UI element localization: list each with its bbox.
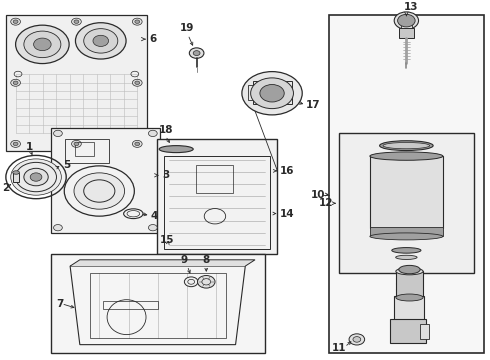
Text: 5: 5 — [63, 160, 70, 170]
Circle shape — [74, 20, 79, 23]
Bar — [370, 156, 443, 228]
Circle shape — [189, 48, 204, 58]
Circle shape — [13, 81, 18, 85]
Circle shape — [148, 130, 157, 136]
Circle shape — [193, 51, 200, 55]
Circle shape — [148, 225, 157, 231]
Circle shape — [11, 18, 21, 25]
Circle shape — [24, 168, 48, 186]
Ellipse shape — [395, 255, 417, 260]
Circle shape — [13, 20, 18, 23]
Bar — [420, 324, 429, 339]
Ellipse shape — [159, 146, 193, 153]
Circle shape — [53, 130, 62, 136]
Text: 8: 8 — [203, 255, 210, 265]
Bar — [339, 134, 474, 273]
Bar — [13, 172, 19, 182]
Circle shape — [260, 85, 284, 102]
Bar — [164, 156, 270, 249]
Text: 14: 14 — [280, 208, 294, 219]
Circle shape — [74, 142, 79, 146]
Ellipse shape — [396, 268, 423, 275]
Circle shape — [72, 140, 81, 147]
Circle shape — [34, 38, 51, 51]
Ellipse shape — [13, 171, 20, 174]
Bar — [370, 227, 443, 237]
Bar — [90, 273, 226, 338]
Circle shape — [135, 20, 140, 23]
Circle shape — [16, 25, 69, 64]
Text: 15: 15 — [160, 235, 174, 245]
Text: 4: 4 — [150, 211, 158, 221]
Circle shape — [11, 159, 61, 195]
Circle shape — [349, 334, 365, 345]
Bar — [6, 15, 147, 151]
Circle shape — [132, 18, 142, 25]
Ellipse shape — [399, 265, 420, 274]
Text: 9: 9 — [181, 255, 188, 265]
Text: 2: 2 — [2, 183, 9, 193]
Bar — [157, 139, 277, 254]
Circle shape — [74, 173, 124, 209]
Text: 3: 3 — [163, 170, 170, 180]
PathPatch shape — [70, 260, 255, 266]
Text: 10: 10 — [311, 189, 325, 199]
Ellipse shape — [370, 233, 443, 240]
Bar — [50, 128, 160, 233]
Text: 19: 19 — [180, 23, 194, 33]
Bar — [252, 81, 292, 104]
Ellipse shape — [380, 141, 433, 150]
Bar — [396, 271, 422, 297]
Ellipse shape — [397, 14, 415, 27]
Circle shape — [184, 277, 198, 287]
Circle shape — [13, 142, 18, 146]
Bar — [50, 254, 265, 354]
Ellipse shape — [392, 248, 421, 253]
Text: 6: 6 — [149, 34, 157, 44]
Bar — [103, 301, 158, 309]
Circle shape — [30, 173, 42, 181]
Bar — [394, 297, 424, 320]
Circle shape — [84, 29, 118, 53]
Circle shape — [251, 78, 294, 109]
Circle shape — [242, 72, 302, 115]
Circle shape — [11, 79, 21, 86]
Bar — [248, 85, 267, 100]
Text: 17: 17 — [306, 100, 321, 111]
Circle shape — [135, 81, 140, 85]
Bar — [400, 19, 412, 30]
Circle shape — [24, 31, 61, 58]
Bar — [196, 165, 233, 193]
Bar — [390, 319, 426, 343]
Circle shape — [197, 275, 215, 288]
Ellipse shape — [370, 152, 443, 160]
Circle shape — [132, 140, 142, 147]
Bar — [398, 28, 414, 38]
Circle shape — [132, 79, 142, 86]
Text: 11: 11 — [331, 343, 346, 353]
Text: 13: 13 — [404, 2, 418, 12]
Text: 1: 1 — [25, 142, 33, 152]
Circle shape — [11, 140, 21, 147]
Circle shape — [53, 225, 62, 231]
Bar — [75, 142, 95, 156]
Ellipse shape — [383, 143, 430, 149]
Ellipse shape — [396, 294, 423, 301]
Circle shape — [135, 142, 140, 146]
Bar — [65, 139, 109, 163]
Circle shape — [75, 23, 126, 59]
Bar — [329, 15, 484, 354]
Circle shape — [93, 35, 109, 46]
Text: 7: 7 — [56, 298, 64, 309]
Ellipse shape — [394, 12, 418, 30]
Text: 16: 16 — [280, 166, 294, 176]
Circle shape — [72, 18, 81, 25]
Text: 12: 12 — [319, 198, 334, 208]
Circle shape — [353, 337, 361, 342]
Text: 18: 18 — [159, 125, 173, 135]
